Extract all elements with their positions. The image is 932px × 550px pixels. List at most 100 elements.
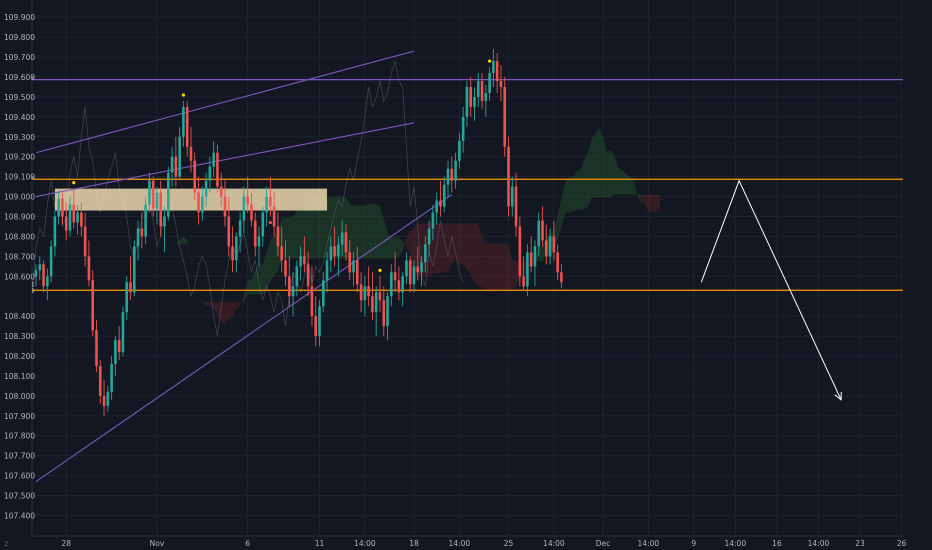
candle-body: [204, 180, 208, 197]
candle-body: [106, 391, 110, 406]
time-tick-label: 26: [897, 539, 907, 548]
time-tick-label: 16: [772, 539, 782, 548]
candle-body: [242, 196, 246, 221]
candle-body: [38, 264, 42, 271]
trendlines: [35, 50, 453, 483]
cloud-segment: [243, 280, 248, 303]
cloud-segment: [300, 206, 305, 259]
cloud-segment: [228, 302, 233, 320]
cloud-segment: [482, 236, 486, 289]
candle-body: [548, 236, 552, 257]
candle-body: [306, 264, 310, 287]
candle-body: [231, 246, 234, 261]
candle-body: [64, 216, 68, 231]
candle-body: [197, 192, 200, 213]
candle-body: [393, 272, 397, 281]
candle-body: [533, 246, 537, 267]
candle-body: [148, 180, 151, 205]
candle-body: [488, 73, 491, 93]
candle-body: [529, 252, 533, 267]
price-tick-label: 109.200: [4, 153, 35, 162]
candle-body: [117, 340, 121, 353]
cloud-segment: [179, 235, 184, 245]
trendline: [35, 122, 415, 198]
cloud-segment: [372, 204, 377, 259]
time-tick-label: 18: [409, 539, 419, 548]
candle-body: [227, 216, 231, 247]
candle-body: [450, 168, 454, 181]
cloud-segment: [376, 204, 380, 259]
candle-body: [155, 192, 159, 209]
candle-body: [499, 80, 503, 87]
projection-path: [700, 179, 842, 401]
cloud-segment: [478, 223, 483, 288]
cloud-segment: [493, 243, 498, 290]
cloud-segment: [504, 243, 509, 290]
candle-body: [291, 286, 295, 297]
cloud-segment: [561, 181, 566, 227]
candle-body: [469, 86, 472, 107]
candle-body: [46, 276, 49, 287]
cloud-segment: [474, 223, 479, 286]
time-tick-label: 14:00: [724, 539, 746, 548]
corner-label: 2: [4, 540, 8, 548]
cloud-segment: [327, 196, 331, 259]
cloud-segment: [568, 176, 573, 212]
cloud-segment: [633, 179, 638, 195]
candle-body: [510, 186, 514, 207]
candle-body: [442, 184, 446, 207]
projection-line: [700, 179, 842, 401]
candle-body: [250, 204, 253, 221]
candle-body: [420, 262, 423, 273]
fractal-dot: [181, 93, 186, 97]
time-tick-label: 25: [504, 539, 514, 548]
fractal-dot: [378, 268, 382, 272]
time-axis[interactable]: 28 Nov 6 11 14:00 18 14:00 25 14:00 Dec 14:00 9 14:0…: [4, 535, 907, 548]
cloud-segment: [247, 279, 252, 295]
cloud-segment: [311, 195, 316, 259]
time-tick-label: 6: [245, 539, 250, 548]
price-tick-label: 108.900: [4, 213, 35, 222]
cloud-segment: [508, 245, 513, 290]
time-tick-label: 14:00: [354, 539, 376, 548]
time-tick-label: 14:00: [543, 539, 565, 548]
candle-body: [201, 196, 204, 213]
cloud-segment: [637, 194, 641, 204]
time-tick-label: Nov: [150, 539, 165, 548]
candle-body: [431, 212, 435, 229]
candle-body: [114, 340, 117, 365]
cloud-segment: [629, 176, 634, 195]
candle-body: [484, 92, 488, 101]
candle-body: [382, 300, 386, 327]
candle-body: [49, 246, 53, 277]
candle-body: [348, 252, 352, 273]
cloud-segment: [296, 209, 301, 259]
fractal-dot: [72, 181, 76, 185]
candle-body: [476, 80, 480, 97]
price-tick-label: 108.800: [4, 232, 35, 241]
candle-body: [552, 236, 556, 253]
cloud-segment: [183, 235, 188, 245]
candle-body: [110, 364, 113, 392]
candle-body: [518, 226, 522, 277]
candle-body: [174, 156, 178, 177]
price-tick-label: 109.400: [4, 113, 35, 122]
candle-body: [314, 316, 318, 337]
price-axis[interactable]: 109.900 109.800 109.700 109.600 109.500 109.4…: [0, 0, 35, 550]
price-tick-label: 107.700: [4, 452, 35, 461]
candle-body: [378, 292, 382, 301]
price-tick-label: 109.100: [4, 173, 35, 182]
candle-body: [318, 306, 321, 337]
candle-body: [359, 284, 363, 301]
cloud-segment: [395, 237, 399, 259]
cloud-segment: [576, 169, 581, 210]
candle-body: [439, 200, 442, 207]
candle-body: [235, 236, 238, 261]
candle-body: [526, 252, 529, 287]
candle-body: [167, 172, 170, 217]
candle-body: [367, 286, 370, 297]
cloud-segment: [606, 150, 611, 198]
candle-body: [87, 256, 91, 281]
